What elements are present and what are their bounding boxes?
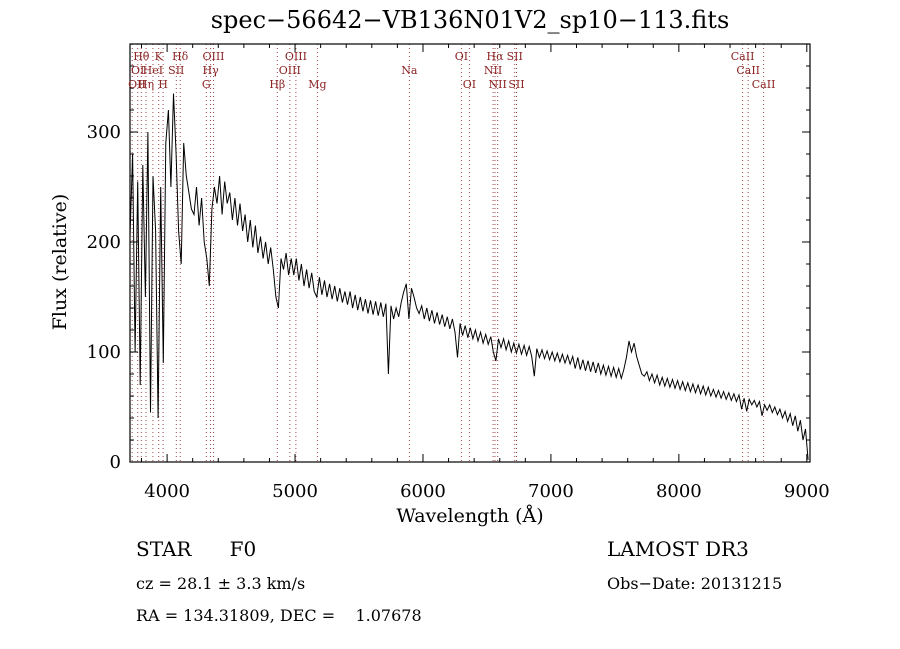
spectral-line-label: Hα	[486, 50, 504, 63]
y-axis-label: Flux (relative)	[49, 193, 71, 331]
spectral-line-label: CaII	[731, 50, 755, 63]
y-tick-label: 200	[87, 232, 121, 253]
y-tick-label: 300	[87, 122, 121, 143]
spectral-line-label: SII	[168, 64, 184, 77]
spectral-line-label: SII	[507, 50, 523, 63]
spectral-line-label: Hγ	[203, 64, 220, 77]
spectral-line-label: Na	[401, 64, 418, 77]
x-tick-label: 8000	[656, 481, 702, 502]
spectral-line-label: Mg	[308, 78, 326, 91]
x-tick-label: 5000	[272, 481, 318, 502]
survey-label: LAMOST DR3	[607, 537, 749, 561]
spectral-line-label: CaII	[752, 78, 776, 91]
spectral-line-label: G	[202, 78, 211, 91]
spectral-line-label: OI	[463, 78, 476, 91]
spectral-line-label: K	[155, 50, 164, 63]
object-class-label: STAR F0	[136, 537, 257, 561]
ra-dec-label: RA = 134.31809, DEC = 1.07678	[136, 606, 422, 625]
x-tick-label: 4000	[144, 481, 190, 502]
spectral-line-label: NII	[484, 64, 502, 77]
spectral-line-label: H	[158, 78, 168, 91]
spectral-line-label: Hβ	[269, 78, 285, 91]
obs-date-label: Obs−Date: 20131215	[607, 574, 783, 593]
spectral-line-label: OII	[128, 78, 146, 91]
spectrum-trace	[129, 93, 809, 460]
spectral-line-label: NII	[489, 78, 507, 91]
spectral-line-label: HeI	[143, 64, 163, 77]
spectral-line-label: Hη	[138, 78, 154, 91]
y-tick-label: 0	[110, 452, 121, 473]
spectral-line-label: CaII	[736, 64, 760, 77]
x-tick-label: 9000	[784, 481, 830, 502]
x-axis-label: Wavelength (Å)	[396, 505, 544, 527]
spectral-line-label: OIII	[279, 64, 301, 77]
spectral-line-label: OI	[455, 50, 468, 63]
spectral-line-label: OIII	[285, 50, 307, 63]
x-tick-label: 7000	[528, 481, 574, 502]
cz-velocity-label: cz = 28.1 ± 3.3 km/s	[136, 574, 306, 593]
spectral-line-label: SII	[508, 78, 524, 91]
plot-title: spec−56642−VB136N01V2_sp10−113.fits	[210, 6, 730, 34]
spectral-line-label: Hδ	[172, 50, 189, 63]
spectral-line-label: OIII	[202, 50, 224, 63]
plot-frame	[129, 43, 811, 463]
y-tick-label: 100	[87, 342, 121, 363]
spectral-line-label: Hθ	[133, 50, 150, 63]
spectral-line-label: OI	[131, 64, 144, 77]
x-tick-label: 6000	[400, 481, 446, 502]
